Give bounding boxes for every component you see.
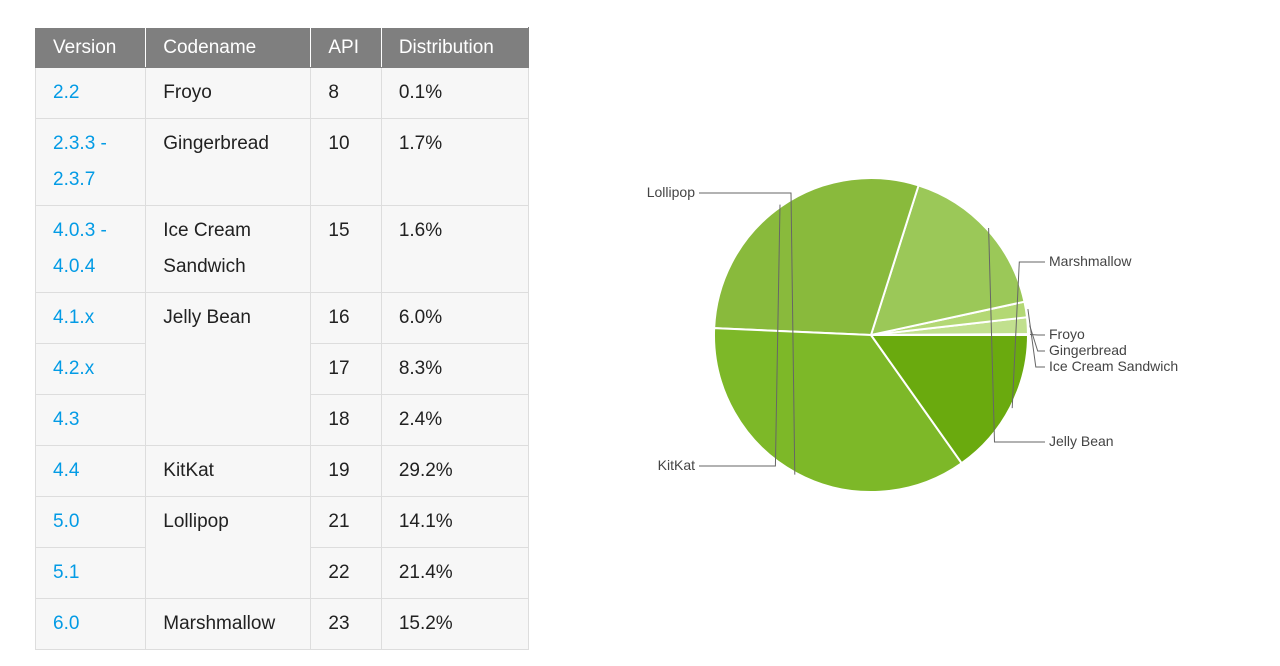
codename-cell: Lollipop <box>145 496 312 599</box>
codename-cell: Ice Cream Sandwich <box>145 205 312 293</box>
version-link[interactable]: 6.0 <box>53 613 80 634</box>
api-cell: 8 <box>310 67 382 119</box>
pie-label-gingerbread: Gingerbread <box>1049 342 1127 358</box>
header-codename: Codename <box>145 27 312 68</box>
table-row: 5.1 22 21.4% <box>34 547 530 599</box>
version-link[interactable]: 4.4 <box>53 460 80 481</box>
distribution-cell: 1.7% <box>380 118 530 206</box>
header-api: API <box>310 27 382 68</box>
version-cell: 4.2.x <box>34 343 147 395</box>
header-distribution: Distribution <box>380 27 530 68</box>
version-cell: 4.1.x <box>34 292 147 344</box>
distribution-cell: 21.4% <box>380 547 530 599</box>
table-row: 4.3 18 2.4% <box>34 394 530 446</box>
distribution-cell: 29.2% <box>380 445 530 497</box>
distribution-cell: 6.0% <box>380 292 530 344</box>
version-link[interactable]: 5.0 <box>53 511 80 532</box>
distribution-cell: 1.6% <box>380 205 530 293</box>
leader-line-jelly-bean <box>988 227 1045 443</box>
leader-line-ice-cream-sandwich <box>1027 309 1045 368</box>
table-header-row: Version Codename API Distribution <box>34 27 530 68</box>
pie-label-jelly-bean: Jelly Bean <box>1049 433 1114 449</box>
codename-cell: Jelly Bean <box>145 292 312 446</box>
pie-label-kitkat: KitKat <box>658 457 695 473</box>
pie-label-marshmallow: Marshmallow <box>1049 253 1132 269</box>
distribution-cell: 8.3% <box>380 343 530 395</box>
table-row: 2.3.3 - 2.3.7 Gingerbread 10 1.7% <box>34 118 530 206</box>
api-cell: 15 <box>310 205 382 293</box>
version-cell: 6.0 <box>34 598 147 650</box>
api-cell: 16 <box>310 292 382 344</box>
pie-slice-marshmallow <box>870 334 1029 465</box>
pie-slice-kitkat <box>713 177 920 336</box>
api-cell: 17 <box>310 343 382 395</box>
version-link[interactable]: 2.3.3 - 2.3.7 <box>53 133 107 190</box>
version-cell: 2.3.3 - 2.3.7 <box>34 118 147 206</box>
version-link[interactable]: 4.3 <box>53 409 80 430</box>
api-cell: 21 <box>310 496 382 548</box>
codename-cell: KitKat <box>145 445 312 497</box>
header-version: Version <box>34 27 147 68</box>
version-link[interactable]: 4.1.x <box>53 307 95 328</box>
codename-cell: Froyo <box>145 67 312 119</box>
pie-label-froyo: Froyo <box>1049 326 1085 342</box>
version-link[interactable]: 2.2 <box>53 82 80 103</box>
api-cell: 10 <box>310 118 382 206</box>
version-cell: 4.0.3 - 4.0.4 <box>34 205 147 293</box>
table-row: 6.0 Marshmallow 23 15.2% <box>34 598 530 650</box>
distribution-cell: 2.4% <box>380 394 530 446</box>
distribution-table: Version Codename API Distribution 2.2 Fr… <box>34 27 530 650</box>
table-row: 2.2 Froyo 8 0.1% <box>34 67 530 119</box>
leader-line-lollipop <box>699 192 796 475</box>
version-cell: 2.2 <box>34 67 147 119</box>
distribution-cell: 0.1% <box>380 67 530 119</box>
version-cell: 5.1 <box>34 547 147 599</box>
leader-line-kitkat <box>699 204 781 467</box>
table-row: 4.1.x Jelly Bean 16 6.0% <box>34 292 530 446</box>
table-row: 4.4 KitKat 19 29.2% <box>34 445 530 497</box>
version-link[interactable]: 5.1 <box>53 562 80 583</box>
pie-label-lollipop: Lollipop <box>647 184 695 200</box>
version-cell: 4.3 <box>34 394 147 446</box>
pie-label-ice-cream-sandwich: Ice Cream Sandwich <box>1049 358 1178 374</box>
api-cell: 23 <box>310 598 382 650</box>
api-cell: 22 <box>310 547 382 599</box>
version-cell: 4.4 <box>34 445 147 497</box>
distribution-cell: 14.1% <box>380 496 530 548</box>
version-link[interactable]: 4.2.x <box>53 358 95 379</box>
version-link[interactable]: 4.0.3 - 4.0.4 <box>53 220 107 277</box>
distribution-cell: 15.2% <box>380 598 530 650</box>
table-row: 5.0 Lollipop 21 14.1% <box>34 496 530 599</box>
table-row: 4.2.x 17 8.3% <box>34 343 530 395</box>
codename-cell: Gingerbread <box>145 118 312 206</box>
leader-line-gingerbread <box>1029 325 1045 352</box>
pie-slice-jelly-bean <box>870 184 1026 336</box>
table-row: 4.0.3 - 4.0.4 Ice Cream Sandwich 15 1.6% <box>34 205 530 293</box>
api-cell: 19 <box>310 445 382 497</box>
leader-line-marshmallow <box>1011 261 1045 409</box>
codename-cell: Marshmallow <box>145 598 312 650</box>
version-cell: 5.0 <box>34 496 147 548</box>
api-cell: 18 <box>310 394 382 446</box>
